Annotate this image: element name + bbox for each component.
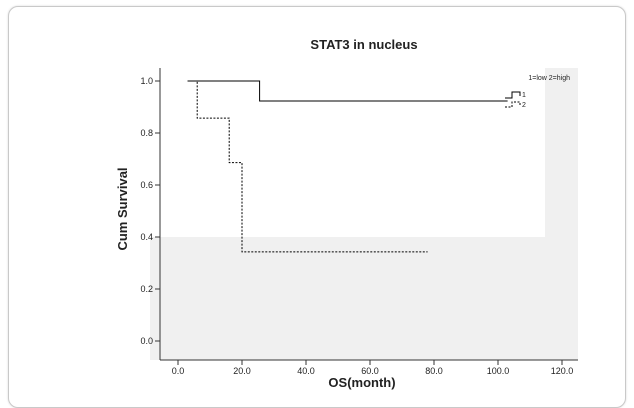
legend-label-1: 1 [522, 92, 526, 99]
legend-label-2: 2 [522, 102, 526, 109]
y-tick-label: 0.0 [140, 336, 153, 346]
survival-curve-2 [187, 80, 428, 253]
x-axis-label: OS(month) [328, 375, 395, 390]
legend: 1=low 2=high 1 2 [505, 75, 570, 109]
series-layer [187, 80, 508, 253]
x-tick-label: 0.0 [172, 366, 185, 376]
y-tick-label: 0.4 [140, 232, 153, 242]
km-chart: STAT3 in nucleus Cum Survival OS(month) … [115, 37, 578, 390]
x-tick-label: 40.0 [297, 366, 315, 376]
y-axis-label: Cum Survival [115, 167, 130, 250]
y-tick-label: 0.8 [140, 128, 153, 138]
survival-curve-1 [187, 80, 508, 102]
y-tick-label: 0.6 [140, 180, 153, 190]
x-tick-label: 20.0 [233, 366, 251, 376]
plot-background [150, 68, 578, 360]
x-tick-label: 80.0 [425, 366, 443, 376]
chart-title: STAT3 in nucleus [310, 37, 417, 52]
x-tick-label: 100.0 [487, 366, 510, 376]
plot-area-gray-lower [150, 237, 578, 360]
y-tick-label: 1.0 [140, 76, 153, 86]
x-tick-label: 120.0 [551, 366, 574, 376]
y-tick-label: 0.2 [140, 284, 153, 294]
x-tick-label: 60.0 [361, 366, 379, 376]
legend-swatch-1 [505, 91, 521, 99]
plot-area-gray-right [545, 68, 578, 237]
tick-layer: 0.0 0.2 0.4 0.6 0.8 1.0 0.0 20.0 40.0 60.0 80.0 100… [140, 76, 573, 376]
legend-swatch-2 [505, 101, 521, 108]
legend-title: 1=low 2=high [528, 75, 570, 82]
